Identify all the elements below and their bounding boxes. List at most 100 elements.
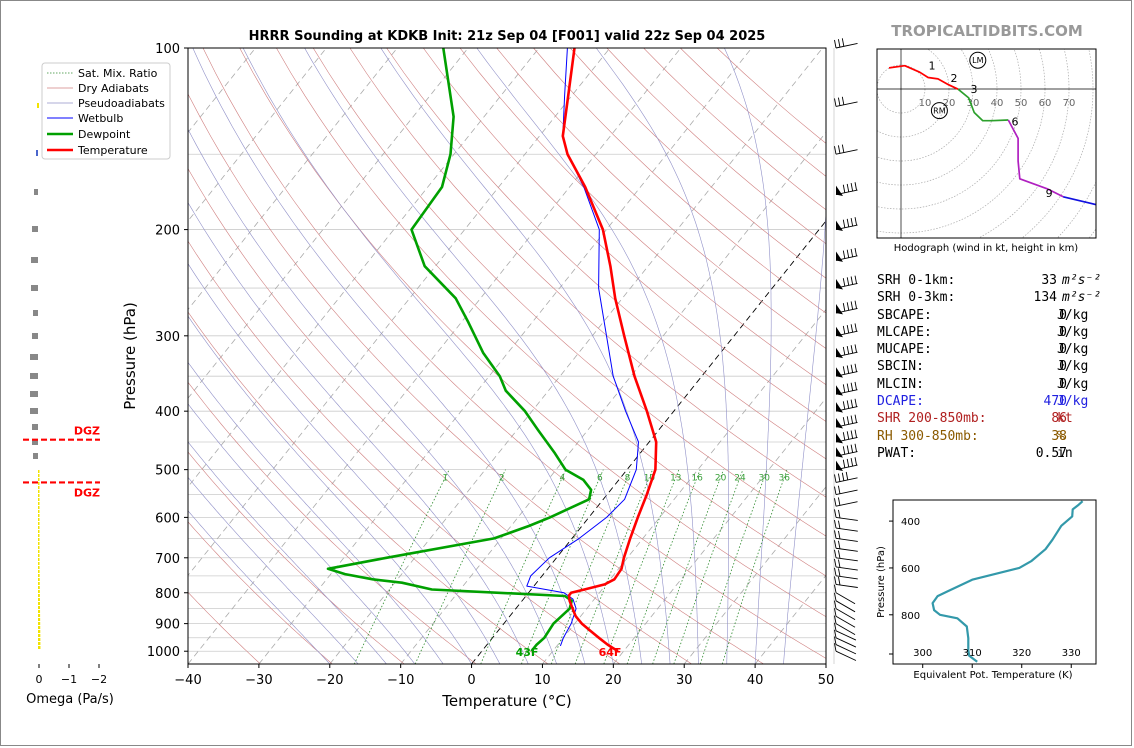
- wind-barb: [834, 96, 858, 107]
- stat-value: 134: [1033, 290, 1057, 306]
- stats-panel: SRH 0-1km: 33 m²s⁻² SRH 0-3km: 134 m²s⁻² SBCAP…: [877, 272, 1107, 462]
- stat-value: 0: [1059, 376, 1067, 392]
- pseudoadiabat: [192, 48, 586, 664]
- omega-bar-yellow: [38, 550, 40, 553]
- wind-barb: [834, 540, 858, 552]
- barb-shaft: [835, 600, 856, 613]
- pseudoadiabat: [476, 48, 699, 664]
- barb-flag: [836, 433, 843, 444]
- barb-shaft: [835, 537, 858, 542]
- dry-adiabat: [188, 93, 764, 664]
- barb-feather: [850, 415, 854, 424]
- barb-feather: [845, 471, 849, 481]
- barb-feather: [838, 540, 841, 549]
- stat-label: MLCIN:: [877, 376, 924, 392]
- stat-unit: m²s⁻²: [1062, 290, 1102, 306]
- wind-barb: [834, 592, 856, 613]
- stat-label: MLCAPE:: [877, 324, 932, 340]
- stat-label: SBCIN:: [877, 359, 924, 375]
- omega-tick-label: −2: [91, 673, 107, 686]
- barb-feather: [837, 473, 841, 482]
- barb-shaft: [835, 516, 858, 521]
- dry-adiabat: [276, 48, 826, 577]
- legend-mixing-ratio: Sat. Mix. Ratio: [78, 67, 158, 80]
- wind-barb: [834, 558, 858, 571]
- dgz-label-bottom: DGZ: [74, 486, 100, 499]
- x-tick-label: −40: [174, 673, 201, 688]
- dry-adiabat: [188, 167, 692, 664]
- surface-dewpoint-label: 43F: [516, 646, 539, 659]
- barb-feather: [842, 346, 846, 355]
- wind-barb: [834, 608, 856, 628]
- barb-feather: [850, 182, 854, 192]
- mixing-ratio-label: 8: [625, 473, 631, 483]
- barb-feather: [838, 559, 841, 568]
- y-tick-label: 300: [155, 330, 180, 345]
- hodograph-height-label: 3: [970, 83, 977, 96]
- storm-motion-label: LM: [972, 56, 983, 65]
- mixing-ratio-label: 30: [758, 473, 770, 483]
- omega-bar-yellow: [38, 510, 40, 513]
- barb-feather: [834, 643, 837, 652]
- pseudoadiabat: [188, 403, 416, 664]
- omega-tick-label: 0: [36, 673, 43, 686]
- chart-title: HRRR Sounding at KDKB Init: 21z Sep 04 […: [249, 29, 766, 44]
- stat-row: MUCAPE: 0 J/kg: [877, 341, 1107, 358]
- barb-feather: [854, 217, 857, 226]
- stat-unit: J/kg: [1057, 342, 1089, 358]
- y-tick-label: 800: [155, 587, 180, 602]
- barb-feather: [842, 303, 846, 312]
- x-tick-label: −20: [316, 673, 343, 688]
- wind-barb: [834, 584, 856, 605]
- storm-motion-marker: [969, 51, 987, 69]
- y-tick-label: 100: [155, 42, 180, 57]
- pseudoadiabat: [242, 48, 614, 664]
- stat-value: 0: [1059, 359, 1067, 375]
- omega-bar-yellow: [38, 474, 40, 477]
- pseudoadiabat: [188, 128, 557, 664]
- pseudoadiabat: [188, 476, 359, 664]
- theta-e-panel: 300 310 320 330 400 600 800: [889, 500, 1084, 668]
- barb-feather: [850, 364, 854, 373]
- omega-bar-yellow: [38, 598, 40, 601]
- barb-feather: [854, 414, 857, 423]
- y-tick-label: 500: [155, 464, 180, 479]
- wind-barb: [834, 38, 858, 49]
- barb-feather: [842, 278, 846, 287]
- barb-feather: [834, 567, 837, 576]
- barb-feather: [854, 443, 857, 452]
- omega-panel: 0 −1 −2 DGZ DGZ: [23, 103, 107, 686]
- y-tick-label: 900: [155, 618, 180, 633]
- mixing-ratio-line: [480, 469, 567, 664]
- wind-barb: [835, 344, 858, 359]
- barb-shaft: [835, 149, 858, 155]
- barb-feather: [846, 183, 850, 192]
- barb-feather: [850, 430, 854, 439]
- barb-feather: [842, 417, 846, 426]
- stat-value: 86: [1051, 411, 1067, 427]
- barb-feather: [834, 600, 837, 609]
- stat-value: 38: [1051, 428, 1067, 444]
- skewt-series: [326, 48, 658, 653]
- omega-bar-yellow: [38, 614, 41, 617]
- barb-feather: [846, 445, 850, 454]
- barb-shaft: [835, 583, 858, 588]
- barb-feather: [850, 458, 854, 467]
- mixing-ratio-label: 24: [734, 473, 746, 483]
- pseudoadiabat: [188, 361, 444, 664]
- omega-bar-yellow: [38, 578, 40, 581]
- mixing-ratio-line: [603, 469, 680, 664]
- series-wetbulb: [526, 48, 639, 647]
- storm-motion-marker: [930, 102, 948, 120]
- omega-bar-yellow: [37, 103, 39, 108]
- wind-barb: [834, 576, 858, 588]
- legend: Sat. Mix. Ratio Dry Adiabats Pseudoadiab…: [41, 62, 171, 160]
- omega-bar-yellow: [38, 626, 41, 629]
- wind-barb: [835, 398, 858, 413]
- barb-feather: [854, 323, 857, 332]
- omega-bar-yellow: [38, 562, 40, 565]
- wind-barb: [835, 429, 858, 444]
- omega-bar-yellow: [38, 478, 40, 481]
- omega-tick-label: −1: [61, 673, 77, 686]
